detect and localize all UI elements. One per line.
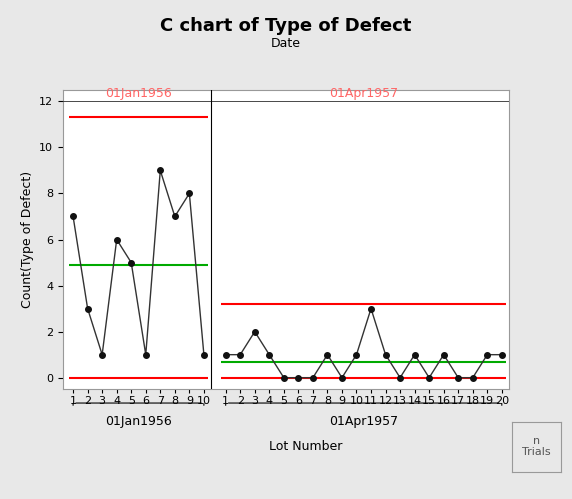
Text: Lot Number: Lot Number <box>269 440 342 453</box>
Text: 01Apr1957: 01Apr1957 <box>329 415 398 428</box>
Y-axis label: Count(Type of Defect): Count(Type of Defect) <box>21 171 34 308</box>
Text: 01Jan1956: 01Jan1956 <box>105 87 172 100</box>
Text: 01Apr1957: 01Apr1957 <box>329 87 398 100</box>
Text: 01Jan1956: 01Jan1956 <box>105 415 172 428</box>
Text: n
Trials: n Trials <box>522 436 551 458</box>
Text: C chart of Type of Defect: C chart of Type of Defect <box>160 17 412 35</box>
Text: Date: Date <box>271 37 301 50</box>
